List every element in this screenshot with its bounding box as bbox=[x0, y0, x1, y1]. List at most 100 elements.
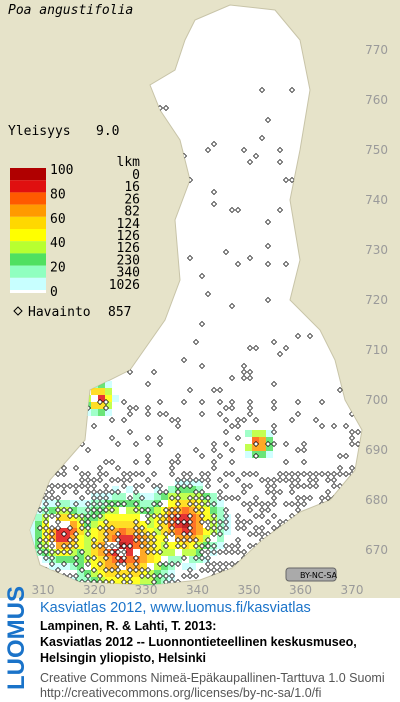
heat-cell bbox=[182, 507, 189, 514]
heat-cell bbox=[105, 570, 112, 577]
observation-marker bbox=[157, 561, 163, 567]
heat-cell bbox=[168, 563, 175, 570]
observation-marker bbox=[259, 525, 265, 531]
observation-marker bbox=[109, 459, 115, 465]
observation-marker bbox=[229, 399, 235, 405]
heat-cell bbox=[189, 528, 196, 535]
observation-marker bbox=[151, 531, 157, 537]
observation-marker bbox=[241, 363, 247, 369]
observation-marker bbox=[277, 351, 283, 357]
observation-marker bbox=[301, 471, 307, 477]
heat-cell bbox=[112, 486, 119, 493]
observation-marker bbox=[205, 477, 211, 483]
observation-marker bbox=[217, 495, 223, 501]
observation-marker bbox=[115, 567, 121, 573]
heat-cell bbox=[84, 535, 91, 542]
species-title: Poa angustifolia bbox=[8, 3, 133, 18]
observation-marker bbox=[199, 453, 205, 459]
heat-cell bbox=[105, 556, 112, 563]
observation-marker bbox=[241, 369, 247, 375]
observation-marker bbox=[175, 537, 181, 543]
observation-marker bbox=[187, 255, 193, 261]
heat-cell bbox=[147, 507, 154, 514]
count-label: 124 bbox=[117, 217, 141, 232]
observation-marker bbox=[85, 489, 91, 495]
heat-cell bbox=[224, 521, 231, 528]
observation-marker bbox=[43, 501, 49, 507]
heat-cell bbox=[119, 577, 126, 584]
observation-marker bbox=[283, 261, 289, 267]
observation-marker bbox=[211, 447, 217, 453]
observation-marker bbox=[49, 489, 55, 495]
observation-marker bbox=[151, 543, 157, 549]
observation-marker bbox=[187, 537, 193, 543]
observation-marker bbox=[103, 555, 109, 561]
observation-marker bbox=[145, 567, 151, 573]
observation-marker bbox=[157, 573, 163, 579]
observation-marker bbox=[91, 513, 97, 519]
heat-cell bbox=[140, 535, 147, 542]
y-tick-label: 670 bbox=[365, 543, 388, 557]
observation-marker bbox=[277, 207, 283, 213]
observation-marker bbox=[145, 543, 151, 549]
observation-marker bbox=[145, 477, 151, 483]
observation-marker bbox=[247, 501, 253, 507]
observation-marker bbox=[199, 555, 205, 561]
footer-background bbox=[0, 598, 400, 702]
heat-cell bbox=[147, 514, 154, 521]
observation-marker bbox=[289, 483, 295, 489]
heat-cell bbox=[84, 570, 91, 577]
heat-cell bbox=[77, 570, 84, 577]
observation-marker bbox=[259, 87, 265, 93]
heat-cell bbox=[196, 528, 203, 535]
observation-marker bbox=[229, 375, 235, 381]
observation-marker bbox=[223, 249, 229, 255]
heat-cell bbox=[196, 500, 203, 507]
observation-marker bbox=[199, 321, 205, 327]
license: Creative Commons Nimeä-Epäkaupallinen-Ta… bbox=[40, 671, 385, 685]
observation-marker bbox=[265, 297, 271, 303]
observation-marker bbox=[61, 561, 67, 567]
observation-marker bbox=[43, 495, 49, 501]
observation-marker bbox=[43, 555, 49, 561]
heat-cell bbox=[210, 507, 217, 514]
observation-marker bbox=[253, 345, 259, 351]
observation-marker bbox=[235, 423, 241, 429]
count-label: 16 bbox=[124, 180, 140, 195]
heat-cell bbox=[189, 507, 196, 514]
legend-swatch bbox=[10, 180, 46, 193]
atlas-link[interactable]: Kasviatlas 2012, www.luomus.fi/kasviatla… bbox=[40, 600, 311, 616]
observation-marker bbox=[85, 447, 91, 453]
observation-marker bbox=[55, 507, 61, 513]
heat-cell bbox=[168, 500, 175, 507]
observation-marker bbox=[235, 261, 241, 267]
observation-marker bbox=[49, 531, 55, 537]
heat-cell bbox=[154, 521, 161, 528]
count-label: 26 bbox=[124, 192, 140, 207]
observation-marker bbox=[193, 507, 199, 513]
observation-marker bbox=[85, 471, 91, 477]
observation-marker bbox=[139, 483, 145, 489]
heat-cell bbox=[49, 507, 56, 514]
observation-marker bbox=[223, 513, 229, 519]
heat-cell bbox=[196, 542, 203, 549]
observation-marker bbox=[247, 543, 253, 549]
observation-marker bbox=[145, 381, 151, 387]
legend-swatch bbox=[10, 216, 46, 229]
observation-marker bbox=[253, 513, 259, 519]
heat-cell bbox=[91, 570, 98, 577]
license-url[interactable]: http://creativecommons.org/licenses/by-n… bbox=[40, 686, 321, 700]
observation-marker bbox=[295, 507, 301, 513]
observation-marker bbox=[181, 555, 187, 561]
observation-marker bbox=[295, 447, 301, 453]
observation-marker bbox=[103, 489, 109, 495]
observation-marker bbox=[223, 525, 229, 531]
observation-marker bbox=[79, 477, 85, 483]
brand: LUOMUS bbox=[3, 586, 30, 690]
observation-marker bbox=[199, 411, 205, 417]
percent-label: 60 bbox=[50, 212, 66, 227]
heat-cell bbox=[252, 437, 259, 444]
observation-marker bbox=[259, 501, 265, 507]
observation-marker bbox=[217, 477, 223, 483]
heat-cell bbox=[84, 542, 91, 549]
